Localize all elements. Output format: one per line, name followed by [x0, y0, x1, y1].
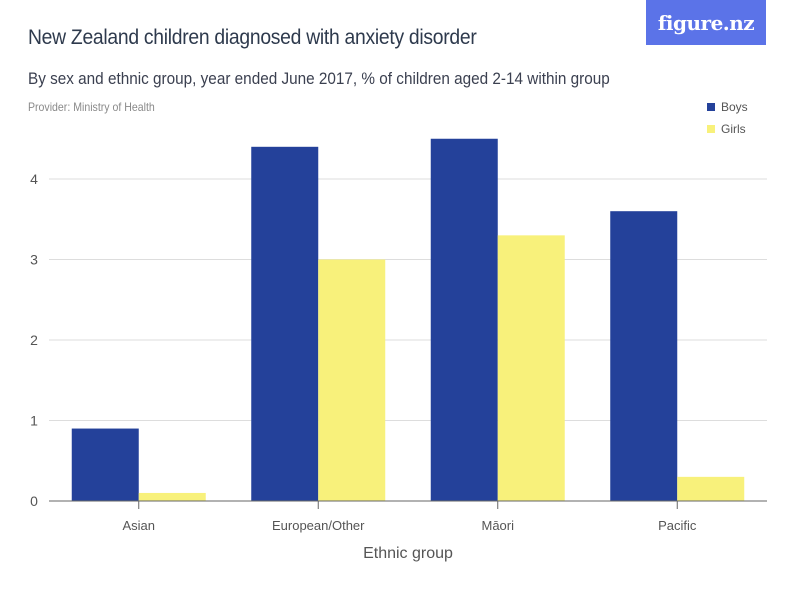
bar-boys-0[interactable] — [71, 428, 139, 501]
bar-boys-2[interactable] — [430, 138, 498, 501]
bar-girls-0[interactable] — [138, 492, 206, 501]
y-tick-label: 0 — [30, 493, 38, 509]
bars — [71, 138, 745, 502]
bar-boys-3[interactable] — [610, 211, 678, 501]
legend-label-boys: Boys — [721, 100, 748, 114]
y-tick-label: 4 — [30, 171, 38, 187]
chart-title: New Zealand children diagnosed with anxi… — [28, 26, 477, 49]
legend-swatch-girls — [707, 125, 715, 133]
y-tick-label: 2 — [30, 332, 38, 348]
figure-nz-logo[interactable]: figure.nz — [646, 0, 766, 45]
x-tick-label: Māori — [481, 518, 514, 533]
legend-swatch-boys — [707, 103, 715, 111]
x-tick-label: European/Other — [272, 518, 365, 533]
legend-item-boys[interactable]: Boys — [707, 96, 748, 118]
legend: Boys Girls — [707, 96, 748, 140]
logo-text: figure.nz — [657, 10, 755, 35]
x-axis-title: Ethnic group — [363, 545, 453, 562]
bar-girls-3[interactable] — [677, 476, 745, 501]
y-tick-label: 1 — [30, 413, 38, 429]
bar-boys-1[interactable] — [251, 146, 319, 502]
x-tick-label: Asian — [122, 518, 155, 533]
x-tick-label: Pacific — [658, 518, 697, 533]
x-axis: Asian European/Other Māori Pacific — [49, 500, 767, 533]
bar-girls-1[interactable] — [318, 259, 386, 502]
provider-note: Provider: Ministry of Health — [28, 100, 155, 114]
bar-girls-2[interactable] — [497, 235, 565, 501]
y-axis-ticks: 0 1 2 3 4 — [30, 171, 38, 509]
legend-item-girls[interactable]: Girls — [707, 118, 748, 140]
y-tick-label: 3 — [30, 252, 38, 268]
chart-subtitle: By sex and ethnic group, year ended June… — [28, 69, 610, 88]
legend-label-girls: Girls — [721, 122, 746, 136]
